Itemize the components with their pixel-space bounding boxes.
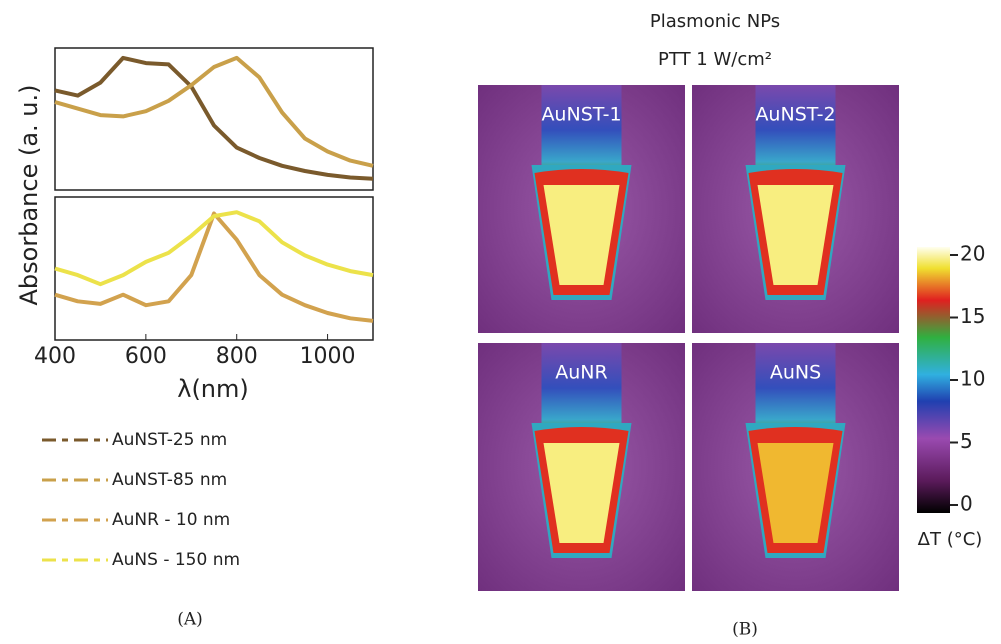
tube-column bbox=[756, 343, 836, 433]
legend-label: AuNS - 150 nm bbox=[112, 550, 240, 570]
spectrum-line bbox=[55, 58, 373, 166]
y-axis-label: Absorbance (a. u.) bbox=[15, 85, 43, 306]
image-label: AuNST-1 bbox=[541, 104, 621, 126]
x-tick-label: 1000 bbox=[300, 344, 356, 369]
x-tick-label: 800 bbox=[216, 344, 258, 369]
panel-subtitle: PTT 1 W/cm² bbox=[658, 49, 772, 70]
caption: (B) bbox=[732, 620, 758, 640]
tube-column bbox=[542, 343, 622, 433]
panel-title: Plasmonic NPs bbox=[650, 11, 780, 32]
tube-column bbox=[756, 85, 836, 175]
colorbar-tick-label: 20 bbox=[960, 242, 985, 266]
colorbar-tick-label: 5 bbox=[960, 429, 973, 453]
colorbar-tick-label: 10 bbox=[960, 367, 985, 391]
x-tick-label: 600 bbox=[125, 344, 167, 369]
legend-label: AuNST-25 nm bbox=[112, 430, 227, 450]
image-label: AuNS bbox=[770, 362, 821, 384]
x-tick-label: 400 bbox=[34, 344, 76, 369]
legend-label: AuNST-85 nm bbox=[112, 470, 227, 490]
x-axis-label: λ(nm) bbox=[177, 375, 249, 403]
caption: (A) bbox=[177, 610, 203, 630]
colorbar-label: ΔT (°C) bbox=[918, 529, 983, 550]
colorbar bbox=[917, 247, 950, 513]
colorbar-tick-label: 0 bbox=[960, 492, 973, 516]
spectrum-line bbox=[55, 212, 373, 284]
image-label: AuNR bbox=[555, 362, 607, 384]
tube-column bbox=[542, 85, 622, 175]
spectrum-line bbox=[55, 58, 373, 179]
figure: Absorbance (a. u.) λ(nm) (A) Plasmonic N… bbox=[0, 0, 1001, 644]
colorbar-tick-label: 15 bbox=[960, 304, 985, 328]
spectrum-line bbox=[55, 214, 373, 321]
image-label: AuNST-2 bbox=[755, 104, 835, 126]
legend-label: AuNR - 10 nm bbox=[112, 510, 230, 530]
